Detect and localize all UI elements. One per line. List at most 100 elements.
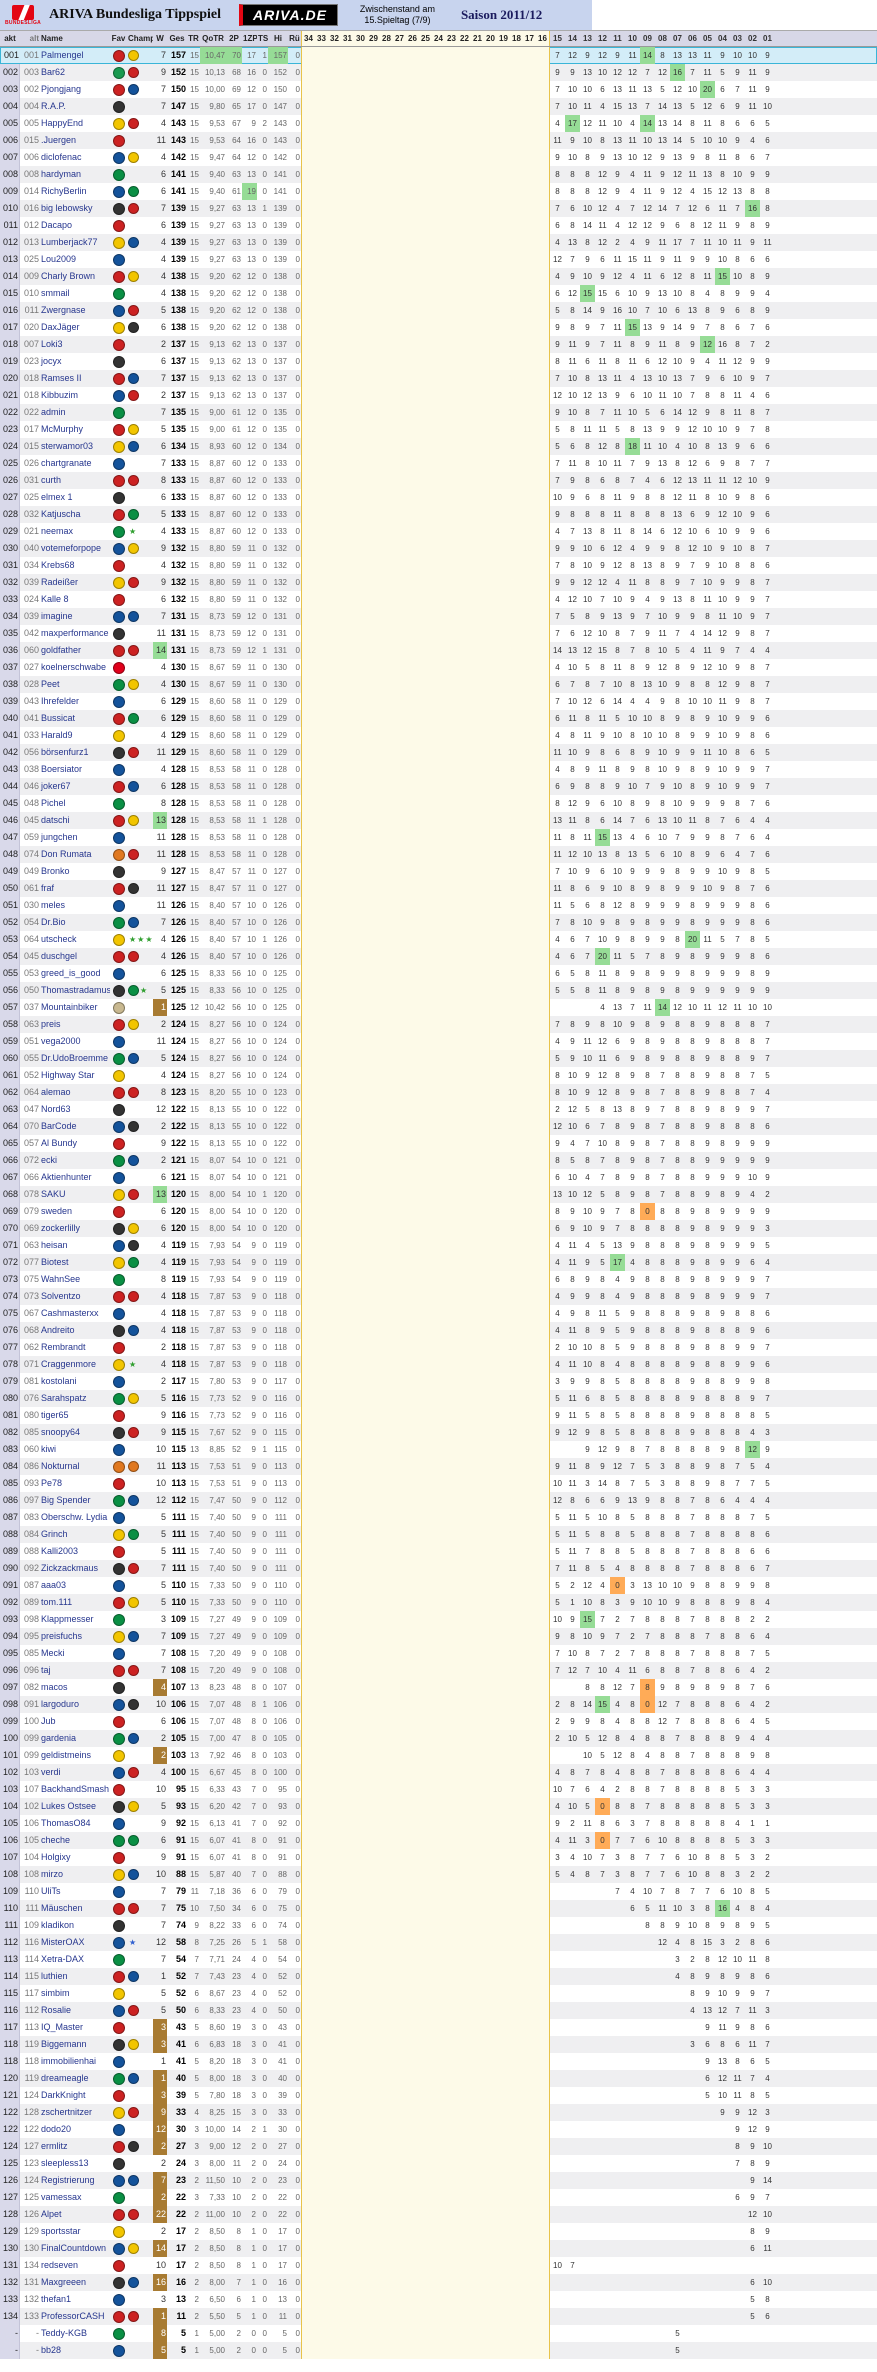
player-name[interactable]: imagine: [41, 611, 73, 621]
player-name[interactable]: simbim: [41, 1988, 70, 1998]
player-name[interactable]: thefan1: [41, 2294, 72, 2304]
player-name[interactable]: dodo20: [41, 2124, 72, 2134]
player-name[interactable]: snoopy64: [41, 1427, 81, 1437]
player-name[interactable]: meles: [41, 900, 66, 910]
player-name[interactable]: duschgel: [41, 951, 78, 961]
player-name[interactable]: Pichel: [41, 798, 66, 808]
player-name[interactable]: hardyman: [41, 169, 82, 179]
player-name[interactable]: Maxgreeen: [41, 2277, 87, 2287]
player-name[interactable]: luthien: [41, 1971, 68, 1981]
player-name[interactable]: big lebowsky: [41, 203, 93, 213]
player-name[interactable]: Pjongjang: [41, 84, 82, 94]
player-name[interactable]: kostolani: [41, 1376, 77, 1386]
player-name[interactable]: Harald9: [41, 730, 73, 740]
player-name[interactable]: Katjuscha: [41, 509, 81, 519]
player-name[interactable]: Krebs68: [41, 560, 75, 570]
player-name[interactable]: Bar62: [41, 67, 66, 77]
player-name[interactable]: ermlitz: [41, 2141, 68, 2151]
player-name[interactable]: utscheck: [41, 934, 77, 944]
player-name[interactable]: bb28: [41, 2345, 62, 2355]
player-name[interactable]: .Juergen: [41, 135, 77, 145]
player-name[interactable]: elmex 1: [41, 492, 73, 502]
player-name[interactable]: börsenfurz1: [41, 747, 89, 757]
player-name[interactable]: SAKU: [41, 1189, 66, 1199]
player-name[interactable]: mirzo: [41, 1869, 63, 1879]
player-name[interactable]: Al Bundy: [41, 1138, 78, 1148]
player-name[interactable]: Mäuschen: [41, 1903, 83, 1913]
player-name[interactable]: cheche: [41, 1835, 71, 1845]
player-name[interactable]: Palmengel: [41, 50, 84, 60]
player-name[interactable]: Lukes Ostsee: [41, 1801, 97, 1811]
player-name[interactable]: Nokturnal: [41, 1461, 80, 1471]
player-name[interactable]: Radeißer: [41, 577, 79, 587]
player-name[interactable]: ecki: [41, 1155, 58, 1165]
player-name[interactable]: Pe78: [41, 1478, 63, 1488]
player-name[interactable]: Kalli2003: [41, 1546, 79, 1556]
player-name[interactable]: macos: [41, 1682, 68, 1692]
player-name[interactable]: Teddy-KGB: [41, 2328, 88, 2338]
player-name[interactable]: DaxJäger: [41, 322, 80, 332]
player-name[interactable]: Peet: [41, 679, 60, 689]
player-name[interactable]: immobilienhai: [41, 2056, 97, 2066]
player-name[interactable]: Dr.Bio: [41, 917, 66, 927]
player-name[interactable]: DarkKnight: [41, 2090, 86, 2100]
player-name[interactable]: Thomastradamus: [41, 985, 110, 995]
player-name[interactable]: R.A.P.: [41, 101, 66, 111]
player-name[interactable]: WahnSee: [41, 1274, 81, 1284]
player-name[interactable]: koelnerschwabe: [41, 662, 107, 672]
player-name[interactable]: Biggemann: [41, 2039, 87, 2049]
player-name[interactable]: vamessax: [41, 2192, 82, 2202]
player-name[interactable]: preisfuchs: [41, 1631, 83, 1641]
player-name[interactable]: curth: [41, 475, 62, 485]
player-name[interactable]: Dacapo: [41, 220, 73, 230]
player-name[interactable]: BarCode: [41, 1121, 77, 1131]
player-name[interactable]: Bussicat: [41, 713, 76, 723]
player-name[interactable]: greed_is_good: [41, 968, 101, 978]
player-name[interactable]: Ihrefelder: [41, 696, 80, 706]
player-name[interactable]: vega2000: [41, 1036, 81, 1046]
player-name[interactable]: datschi: [41, 815, 70, 825]
player-name[interactable]: Rosalie: [41, 2005, 72, 2015]
player-name[interactable]: chartgranate: [41, 458, 92, 468]
player-name[interactable]: Boersiator: [41, 764, 83, 774]
player-name[interactable]: Charly Brown: [41, 271, 96, 281]
player-name[interactable]: tiger65: [41, 1410, 69, 1420]
player-name[interactable]: Klappmesser: [41, 1614, 94, 1624]
player-name[interactable]: preis: [41, 1019, 61, 1029]
player-name[interactable]: sleepless13: [41, 2158, 89, 2168]
player-name[interactable]: votemeforpope: [41, 543, 102, 553]
player-name[interactable]: aaa03: [41, 1580, 67, 1590]
player-name[interactable]: UliTs: [41, 1886, 61, 1896]
player-name[interactable]: gardenia: [41, 1733, 77, 1743]
player-name[interactable]: verdi: [41, 1767, 61, 1777]
player-name[interactable]: Alpet: [41, 2209, 62, 2219]
ariva-logo[interactable]: ARIVA.DE: [239, 4, 338, 26]
player-name[interactable]: RichyBerlin: [41, 186, 87, 196]
player-name[interactable]: Craggenmore: [41, 1359, 97, 1369]
player-name[interactable]: Mountainbiker: [41, 1002, 98, 1012]
player-name[interactable]: Ramses II: [41, 373, 82, 383]
player-name[interactable]: goldfather: [41, 645, 82, 655]
player-name[interactable]: kiwi: [41, 1444, 56, 1454]
player-name[interactable]: tom.111: [41, 1597, 73, 1607]
player-name[interactable]: Grinch: [41, 1529, 68, 1539]
player-name[interactable]: Jub: [41, 1716, 56, 1726]
player-name[interactable]: jungchen: [41, 832, 78, 842]
player-name[interactable]: fraf: [41, 883, 55, 893]
player-name[interactable]: geldistmeins: [41, 1750, 92, 1760]
player-name[interactable]: Holgixy: [41, 1852, 71, 1862]
player-name[interactable]: Sarahspatz: [41, 1393, 87, 1403]
player-name[interactable]: Biotest: [41, 1257, 69, 1267]
player-name[interactable]: joker67: [41, 781, 71, 791]
player-name[interactable]: kladikon: [41, 1920, 75, 1930]
player-name[interactable]: Bronko: [41, 866, 70, 876]
player-name[interactable]: Kalle 8: [41, 594, 69, 604]
player-name[interactable]: IQ_Master: [41, 2022, 84, 2032]
player-name[interactable]: FinalCountdown: [41, 2243, 107, 2253]
player-name[interactable]: ProfessorCASH: [41, 2311, 105, 2321]
player-name[interactable]: largoduro: [41, 1699, 80, 1709]
player-name[interactable]: jocyx: [41, 356, 62, 366]
player-name[interactable]: McMurphy: [41, 424, 84, 434]
player-name[interactable]: dreameagle: [41, 2073, 89, 2083]
player-name[interactable]: diclofenac: [41, 152, 82, 162]
